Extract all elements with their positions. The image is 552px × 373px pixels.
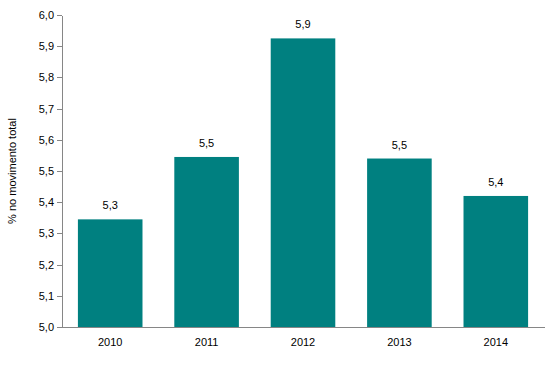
data-labels: 5,3 5,5 5,9 5,5 5,4 <box>103 18 504 211</box>
x-axis: 2010 2011 2012 2013 2014 <box>63 327 545 348</box>
x-tick-label: 2011 <box>195 336 219 348</box>
y-tick: 5,3 <box>39 227 62 239</box>
y-tick-label: 5,0 <box>39 321 54 333</box>
y-tick: 5,8 <box>39 71 62 83</box>
y-axis: 5,0 5,1 5,2 5,3 5,4 5,5 5,6 5,7 5,8 5,9 6,0 <box>39 9 63 333</box>
y-tick: 5,0 <box>39 321 62 333</box>
y-tick-mark <box>57 233 62 234</box>
y-tick-mark <box>57 296 62 297</box>
y-tick: 5,2 <box>39 259 62 271</box>
y-tick-mark <box>57 265 62 266</box>
y-tick: 6,0 <box>39 9 62 21</box>
x-tick-label: 2012 <box>291 336 315 348</box>
data-label: 5,3 <box>103 199 118 211</box>
y-axis-title: % no movimento total <box>6 118 18 224</box>
y-tick-label: 5,5 <box>39 165 54 177</box>
y-tick-label: 5,6 <box>39 134 54 146</box>
x-tick: 2010 <box>98 327 122 348</box>
bars <box>78 38 528 327</box>
x-tick: 2014 <box>484 327 508 348</box>
plot: 5,05,15,25,35,45,55,65,75,85,96,02010201… <box>39 9 545 348</box>
bar <box>174 157 239 327</box>
y-tick-mark <box>57 171 62 172</box>
x-axis-line <box>63 327 545 328</box>
data-label: 5,4 <box>488 176 503 188</box>
y-tick-label: 5,2 <box>39 259 54 271</box>
y-tick-mark <box>57 46 62 47</box>
x-tick-label: 2010 <box>98 336 122 348</box>
bar <box>78 219 143 327</box>
data-label: 5,5 <box>392 139 407 151</box>
y-tick: 5,1 <box>39 290 62 302</box>
y-tick: 5,5 <box>39 165 62 177</box>
y-tick: 5,4 <box>39 196 62 208</box>
y-tick-mark <box>57 202 62 203</box>
y-axis-line <box>62 16 63 328</box>
x-tick: 2013 <box>387 327 411 348</box>
x-tick-label: 2013 <box>387 336 411 348</box>
y-tick-label: 5,4 <box>39 196 54 208</box>
y-tick-mark <box>57 140 62 141</box>
data-label: 5,9 <box>295 18 310 30</box>
y-tick-label: 5,3 <box>39 227 54 239</box>
bar <box>464 196 529 327</box>
y-tick-mark <box>57 15 62 16</box>
bar <box>271 38 336 327</box>
y-tick: 5,9 <box>39 40 62 52</box>
x-tick-label: 2014 <box>484 336 508 348</box>
y-tick-mark <box>57 77 62 78</box>
x-tick: 2011 <box>195 327 219 348</box>
y-tick-label: 5,9 <box>39 40 54 52</box>
y-tick-label: 6,0 <box>39 9 54 21</box>
bar <box>367 159 432 327</box>
y-tick-label: 5,8 <box>39 71 54 83</box>
data-label: 5,5 <box>199 137 214 149</box>
y-tick-label: 5,7 <box>39 103 54 115</box>
x-tick: 2012 <box>291 327 315 348</box>
y-tick: 5,6 <box>39 134 62 146</box>
chart: 5,05,15,25,35,45,55,65,75,85,96,02010201… <box>0 0 552 373</box>
y-tick-mark <box>57 109 62 110</box>
y-tick-mark <box>57 327 62 328</box>
y-tick: 5,7 <box>39 103 62 115</box>
y-tick-label: 5,1 <box>39 290 54 302</box>
